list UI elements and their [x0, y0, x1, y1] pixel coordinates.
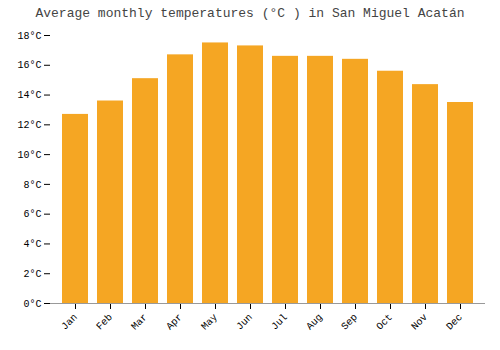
svg-text:Jan: Jan [59, 312, 80, 333]
svg-text:16°C: 16°C [17, 60, 41, 71]
svg-text:Jul: Jul [269, 312, 290, 333]
svg-text:Apr: Apr [164, 312, 185, 333]
svg-text:Aug: Aug [304, 312, 325, 333]
html-text:Average monthly temperatures (: Average monthly temperatures (°C ) in Sa… [35, 6, 465, 21]
svg-text:Mar: Mar [129, 312, 150, 333]
svg-text:14°C: 14°C [17, 90, 41, 101]
svg-text:Jun: Jun [234, 312, 255, 333]
svg-text:Nov: Nov [409, 312, 430, 333]
svg-text:May: May [199, 312, 220, 333]
svg-text:Sep: Sep [339, 312, 360, 333]
svg-text:2°C: 2°C [23, 269, 41, 280]
svg-text:4°C: 4°C [23, 239, 41, 250]
svg-text:6°C: 6°C [23, 209, 41, 220]
svg-text:10°C: 10°C [17, 150, 41, 161]
svg-text:18°C: 18°C [17, 31, 41, 42]
svg-text:Oct: Oct [374, 312, 395, 333]
svg-text:12°C: 12°C [17, 120, 41, 131]
svg-text:Dec: Dec [444, 312, 465, 333]
svg-text:Feb: Feb [94, 312, 115, 333]
svg-text:8°C: 8°C [23, 180, 41, 191]
svg-text:0°C: 0°C [23, 299, 41, 310]
